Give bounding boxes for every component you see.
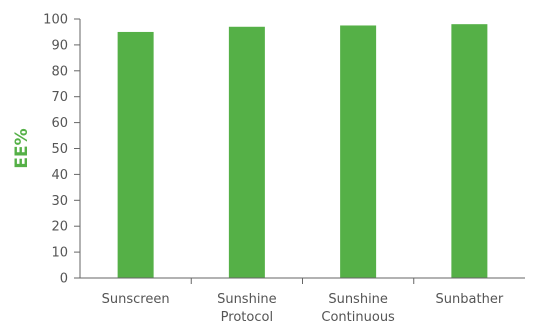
- x-tick-label: Sunscreen: [102, 292, 170, 307]
- bar: [228, 26, 265, 278]
- y-tick-label: 100: [43, 13, 68, 28]
- y-tick-label: 90: [51, 38, 68, 53]
- y-tick-label: 80: [51, 64, 68, 79]
- y-tick-label: 60: [51, 116, 68, 131]
- bar: [340, 25, 377, 278]
- axes: [79, 19, 525, 284]
- y-tick-label: 50: [51, 142, 68, 157]
- x-tick-label: Sunshine Continuous: [321, 292, 395, 324]
- x-tick-label-line: Sunscreen: [102, 292, 170, 307]
- x-tick-label: Sunbather: [436, 292, 504, 307]
- bar: [451, 24, 488, 279]
- x-tick-label-line: Sunbather: [436, 292, 504, 307]
- x-tick-label-line: Protocol: [221, 310, 273, 324]
- y-tick-label: 20: [51, 220, 68, 235]
- y-tick-label: 30: [51, 194, 68, 209]
- y-tick-label: 40: [51, 168, 68, 183]
- x-tick-label: Sunshine Protocol: [217, 292, 277, 324]
- y-axis-ticks: 0 10 20 30 40 50 60 70 80 90 100: [43, 13, 80, 287]
- y-axis-label: EE%: [12, 128, 32, 168]
- x-tick-label-line: Continuous: [321, 310, 395, 324]
- y-tick-label: 70: [51, 90, 68, 105]
- y-tick-label: 0: [60, 272, 68, 287]
- x-tick-label-line: Sunshine: [328, 292, 388, 307]
- y-tick-label: 10: [51, 246, 68, 261]
- bar-series: [117, 24, 488, 279]
- x-tick-label-line: Sunshine: [217, 292, 277, 307]
- x-axis-labels: Sunscreen Sunshine Protocol Sunshine Continu…: [102, 292, 504, 325]
- bar: [117, 31, 154, 279]
